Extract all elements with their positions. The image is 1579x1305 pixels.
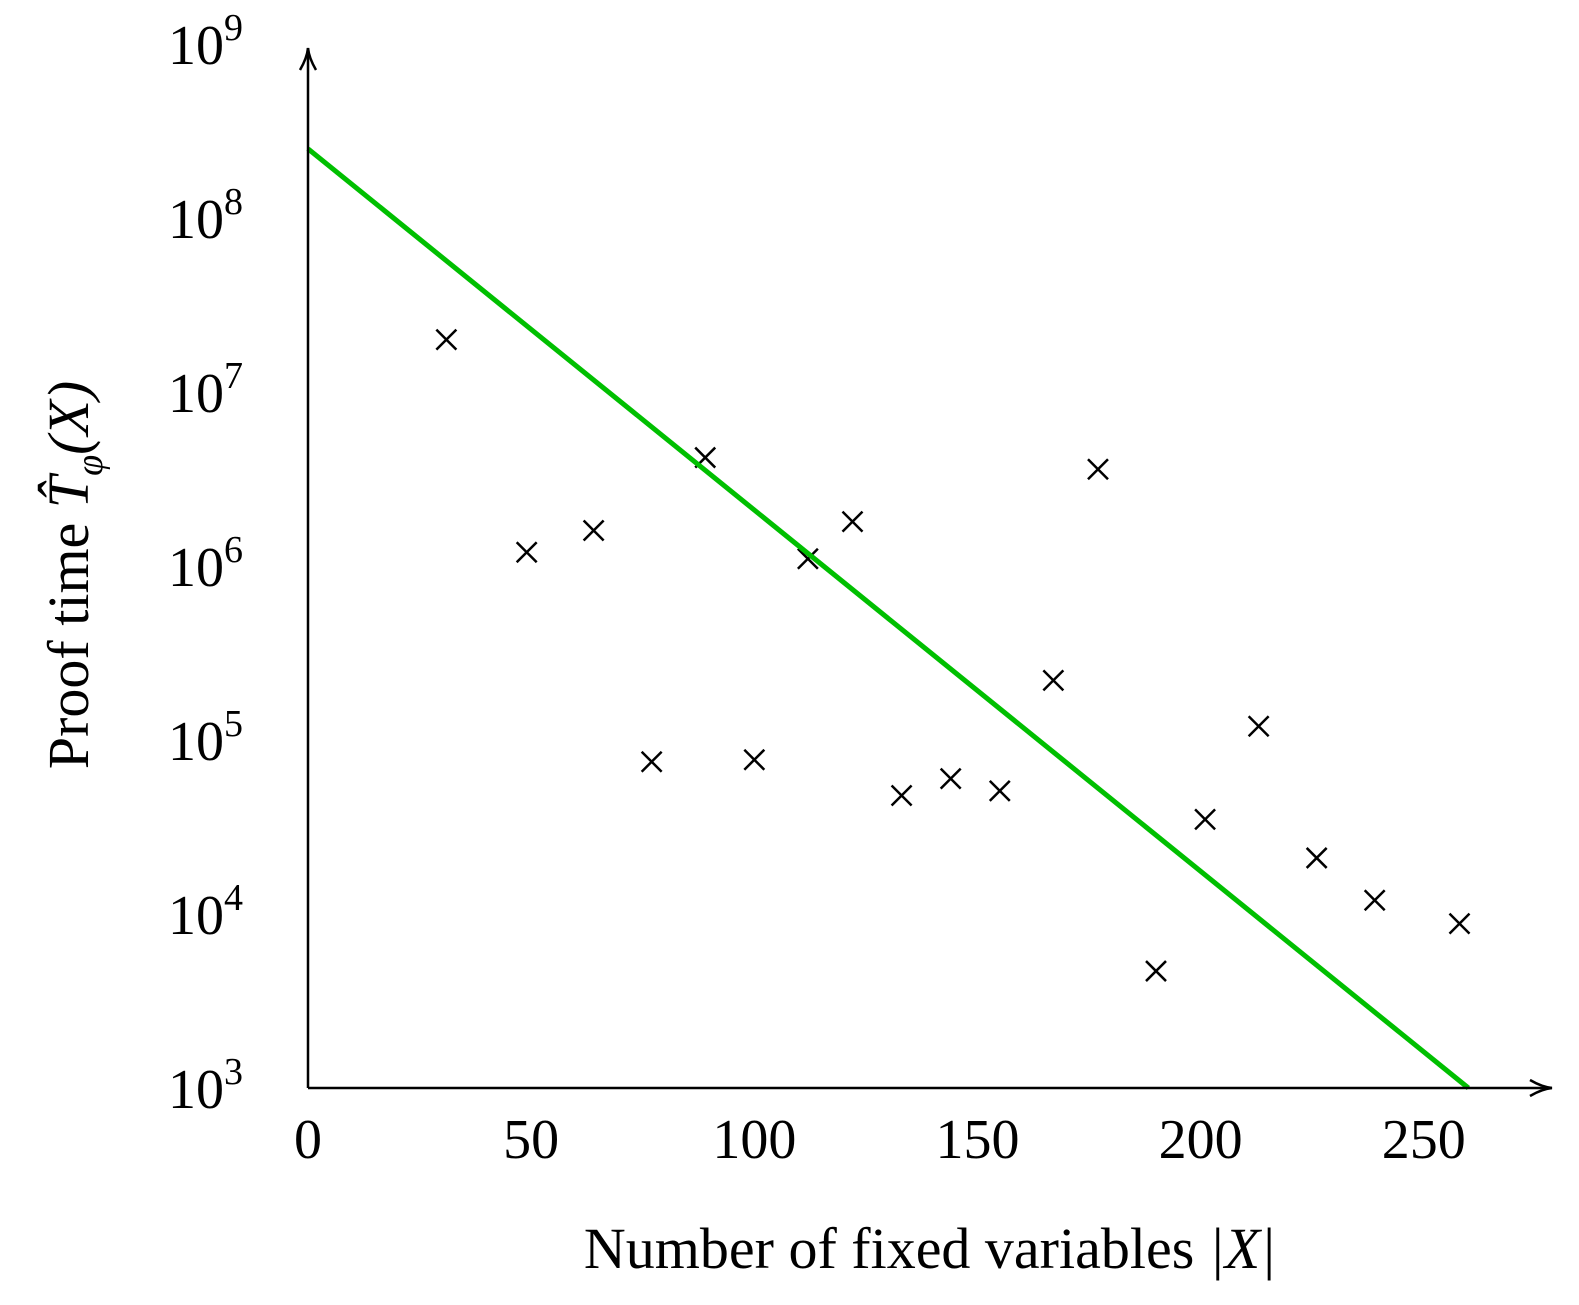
y-tick-labels: 103 104 105 106 107 108 109 <box>168 7 243 1121</box>
data-point-marker <box>1448 912 1471 935</box>
x-tick-labels: 0 50 100 150 200 250 <box>294 1109 1466 1171</box>
data-point-marker <box>1194 808 1216 831</box>
y-tick-label: 104 <box>168 877 243 947</box>
data-point-marker <box>435 328 458 351</box>
data-point-marker <box>1145 960 1167 982</box>
y-tick-label: 105 <box>168 703 243 773</box>
y-tick-label: 106 <box>168 529 243 599</box>
y-tick-label: 108 <box>168 181 243 251</box>
data-point-marker <box>640 750 663 773</box>
data-point-marker <box>1247 715 1270 738</box>
y-tick-label: 109 <box>168 7 243 77</box>
data-point-marker <box>515 541 538 564</box>
data-point-marker <box>890 784 913 807</box>
data-point-marker <box>796 547 819 570</box>
x-tick-label: 250 <box>1382 1109 1466 1171</box>
x-tick-label: 0 <box>294 1109 322 1171</box>
trend-line <box>306 146 1470 1090</box>
data-point-marker <box>743 748 766 771</box>
data-point-marker <box>939 767 962 790</box>
x-tick-label: 100 <box>712 1109 796 1171</box>
y-axis-title: Proof time T̂φ(X) <box>36 381 111 769</box>
x-axis-title: Number of fixed variables |X| <box>584 1216 1276 1281</box>
x-tick-label: 200 <box>1159 1109 1243 1171</box>
y-tick-label: 107 <box>168 355 243 425</box>
data-point-marker <box>1042 669 1065 692</box>
data-point-marker <box>1087 458 1109 481</box>
data-point-marker <box>841 510 864 533</box>
y-tick-label: 103 <box>168 1051 243 1121</box>
x-tick-label: 150 <box>935 1109 1019 1171</box>
data-point-marker <box>1363 889 1386 912</box>
data-point-marker <box>582 519 605 542</box>
data-point-marker <box>1305 847 1328 869</box>
plot-area <box>306 146 1471 1090</box>
data-point-marker <box>988 779 1011 802</box>
x-tick-label: 50 <box>503 1109 559 1171</box>
